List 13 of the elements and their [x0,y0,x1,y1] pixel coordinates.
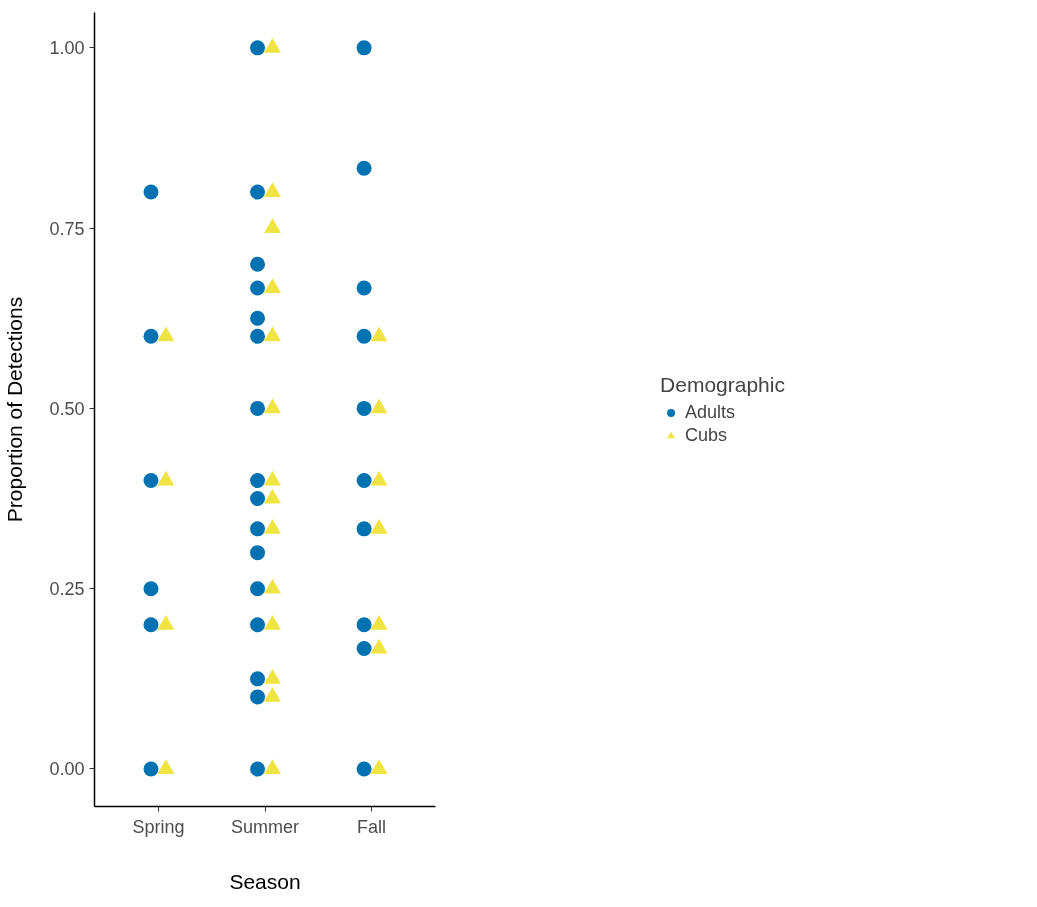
y-tick-label: 0.75 [49,218,85,239]
legend-title: Demographic [660,372,785,397]
legend-label: Cubs [685,424,728,446]
legend-label: Adults [685,401,736,423]
y-axis-title: Proportion of Detections [3,296,27,523]
y-tick-label: 0.25 [49,579,85,600]
x-tick-label: Spring [132,816,185,837]
y-tick-label: 1.00 [49,38,85,59]
x-tick-label: Summer [231,816,300,837]
x-tick-label: Fall [357,816,387,837]
x-axis-title: Season [229,869,301,893]
y-tick-label: 0.00 [49,759,85,780]
y-tick-label: 0.50 [49,398,85,419]
